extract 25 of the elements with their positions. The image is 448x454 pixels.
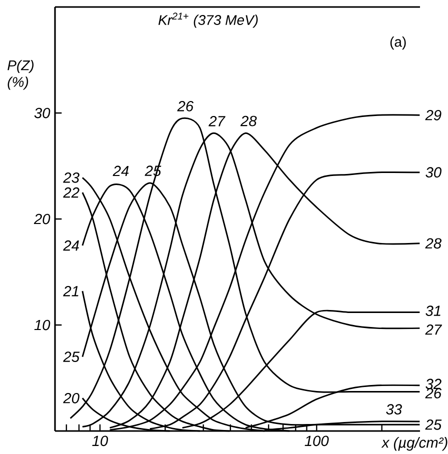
annotation: 28 [425, 238, 442, 249]
x-tick-label: 100 [304, 436, 329, 446]
y-tick-label: 30 [34, 108, 50, 118]
y-tick-label: 10 [34, 320, 50, 330]
annotation: 23 [63, 172, 80, 183]
annotation: 31 [426, 306, 440, 316]
annotation: 22 [63, 187, 80, 198]
annotation: 27 [425, 324, 442, 335]
annotation: 33 [386, 404, 402, 415]
y-axis-title: P(Z) (%) [8, 60, 34, 90]
chart-title: Kr$^{21+}$ (373 MeV) [158, 12, 258, 28]
annotation: 27 [208, 116, 226, 126]
annotation: 25 [63, 352, 80, 362]
annotation: (a) [390, 36, 406, 50]
annotation: 26 [177, 101, 194, 112]
annotation: 29 [425, 110, 442, 120]
annotation: 30 [426, 167, 442, 178]
annotation: 24 [63, 240, 79, 251]
annotation: 24 [112, 166, 129, 176]
x-axis-title: x (µg/cm²) [381, 437, 448, 451]
annotation: 20 [63, 392, 80, 404]
annotation: 25 [425, 419, 442, 430]
y-tick-label: 20 [34, 214, 50, 224]
annotation: 28 [240, 116, 257, 126]
annotation: 21 [63, 286, 78, 296]
